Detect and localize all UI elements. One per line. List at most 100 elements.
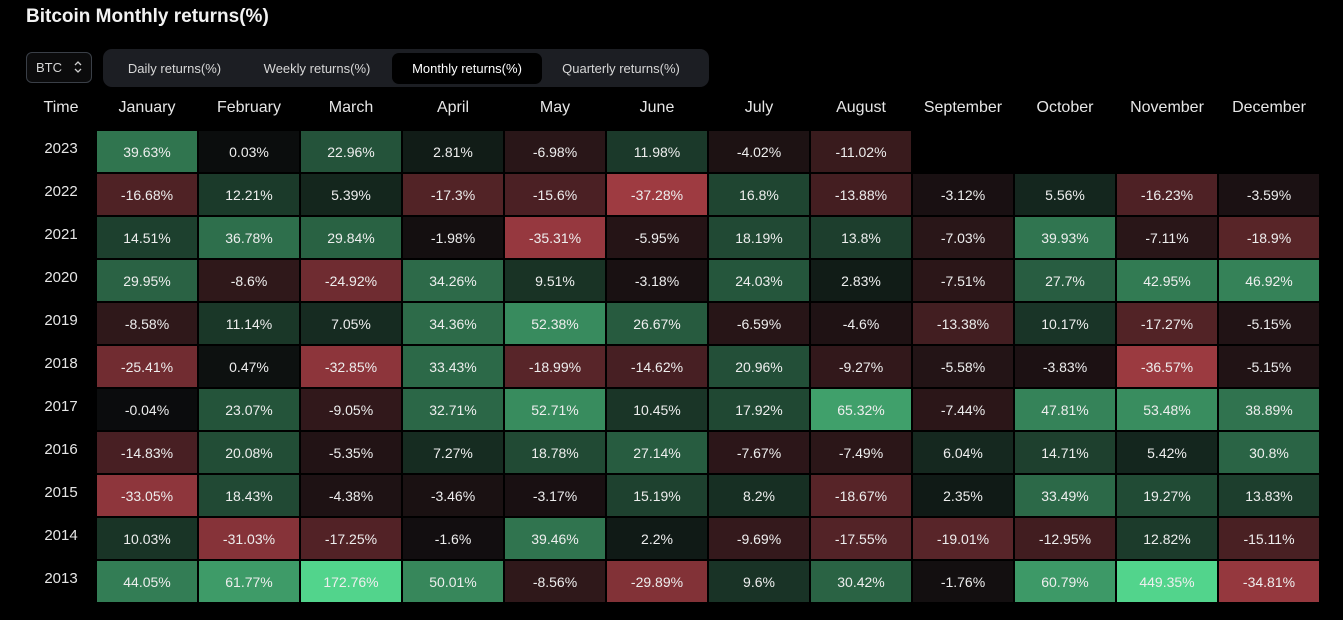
heatmap-cell[interactable]: 0.47% xyxy=(199,346,299,387)
heatmap-cell[interactable]: 11.98% xyxy=(607,131,707,172)
heatmap-cell[interactable]: -16.23% xyxy=(1117,174,1217,215)
heatmap-cell[interactable]: 10.17% xyxy=(1015,303,1115,344)
heatmap-cell[interactable]: -7.03% xyxy=(913,217,1013,258)
heatmap-cell[interactable]: -3.46% xyxy=(403,475,503,516)
heatmap-cell[interactable]: 27.14% xyxy=(607,432,707,473)
asset-select[interactable]: BTC xyxy=(26,52,92,83)
heatmap-cell[interactable]: 30.42% xyxy=(811,561,911,602)
heatmap-cell[interactable]: 15.19% xyxy=(607,475,707,516)
heatmap-cell[interactable]: -7.51% xyxy=(913,260,1013,301)
heatmap-cell[interactable]: 39.63% xyxy=(97,131,197,172)
heatmap-cell[interactable]: -18.9% xyxy=(1219,217,1319,258)
heatmap-cell[interactable]: 18.43% xyxy=(199,475,299,516)
heatmap-cell[interactable]: 14.51% xyxy=(97,217,197,258)
heatmap-cell[interactable]: 42.95% xyxy=(1117,260,1217,301)
heatmap-cell[interactable]: 46.92% xyxy=(1219,260,1319,301)
heatmap-cell[interactable]: -16.68% xyxy=(97,174,197,215)
heatmap-cell[interactable]: 10.45% xyxy=(607,389,707,430)
heatmap-cell[interactable]: -17.27% xyxy=(1117,303,1217,344)
heatmap-cell[interactable]: 19.27% xyxy=(1117,475,1217,516)
heatmap-cell[interactable]: -0.04% xyxy=(97,389,197,430)
heatmap-cell[interactable]: -18.67% xyxy=(811,475,911,516)
heatmap-cell[interactable]: -7.44% xyxy=(913,389,1013,430)
heatmap-cell[interactable]: -5.95% xyxy=(607,217,707,258)
heatmap-cell[interactable]: -17.3% xyxy=(403,174,503,215)
heatmap-cell[interactable]: 34.36% xyxy=(403,303,503,344)
heatmap-cell[interactable]: -25.41% xyxy=(97,346,197,387)
heatmap-cell[interactable]: 12.82% xyxy=(1117,518,1217,559)
heatmap-cell[interactable]: 2.35% xyxy=(913,475,1013,516)
heatmap-cell[interactable]: -6.98% xyxy=(505,131,605,172)
heatmap-cell[interactable]: 33.43% xyxy=(403,346,503,387)
heatmap-cell[interactable]: -4.38% xyxy=(301,475,401,516)
heatmap-cell[interactable]: -17.55% xyxy=(811,518,911,559)
heatmap-cell[interactable]: 53.48% xyxy=(1117,389,1217,430)
heatmap-cell[interactable]: 50.01% xyxy=(403,561,503,602)
heatmap-cell[interactable]: -9.05% xyxy=(301,389,401,430)
heatmap-cell[interactable]: 8.2% xyxy=(709,475,809,516)
heatmap-cell[interactable]: 18.78% xyxy=(505,432,605,473)
heatmap-cell[interactable]: -15.11% xyxy=(1219,518,1319,559)
heatmap-cell[interactable]: 11.14% xyxy=(199,303,299,344)
heatmap-cell[interactable]: 9.6% xyxy=(709,561,809,602)
heatmap-cell[interactable]: 5.39% xyxy=(301,174,401,215)
tab-monthly-returns[interactable]: Monthly returns(%) xyxy=(392,52,542,84)
heatmap-cell[interactable]: 2.83% xyxy=(811,260,911,301)
heatmap-cell[interactable]: -12.95% xyxy=(1015,518,1115,559)
heatmap-cell[interactable]: -7.11% xyxy=(1117,217,1217,258)
heatmap-cell[interactable]: -1.76% xyxy=(913,561,1013,602)
heatmap-cell[interactable]: 6.04% xyxy=(913,432,1013,473)
heatmap-cell[interactable]: -24.92% xyxy=(301,260,401,301)
heatmap-cell[interactable]: 24.03% xyxy=(709,260,809,301)
heatmap-cell[interactable]: -3.18% xyxy=(607,260,707,301)
heatmap-cell[interactable]: 44.05% xyxy=(97,561,197,602)
heatmap-cell[interactable]: 29.95% xyxy=(97,260,197,301)
heatmap-cell[interactable]: 17.92% xyxy=(709,389,809,430)
heatmap-cell[interactable]: 20.08% xyxy=(199,432,299,473)
heatmap-cell[interactable]: 2.81% xyxy=(403,131,503,172)
heatmap-cell[interactable]: -6.59% xyxy=(709,303,809,344)
heatmap-cell[interactable]: 0.03% xyxy=(199,131,299,172)
heatmap-cell[interactable]: -5.35% xyxy=(301,432,401,473)
heatmap-cell[interactable]: -14.83% xyxy=(97,432,197,473)
heatmap-cell[interactable]: -7.49% xyxy=(811,432,911,473)
heatmap-cell[interactable]: -3.17% xyxy=(505,475,605,516)
heatmap-cell[interactable]: 172.76% xyxy=(301,561,401,602)
heatmap-cell[interactable]: 39.46% xyxy=(505,518,605,559)
heatmap-cell[interactable]: -15.6% xyxy=(505,174,605,215)
heatmap-cell[interactable]: -5.15% xyxy=(1219,346,1319,387)
heatmap-cell[interactable]: 27.7% xyxy=(1015,260,1115,301)
heatmap-cell[interactable]: 32.71% xyxy=(403,389,503,430)
heatmap-cell[interactable]: -34.81% xyxy=(1219,561,1319,602)
heatmap-cell[interactable]: -33.05% xyxy=(97,475,197,516)
heatmap-cell[interactable]: 30.8% xyxy=(1219,432,1319,473)
heatmap-cell[interactable]: -1.98% xyxy=(403,217,503,258)
heatmap-cell[interactable]: -3.59% xyxy=(1219,174,1319,215)
heatmap-cell[interactable]: 14.71% xyxy=(1015,432,1115,473)
heatmap-cell[interactable]: -31.03% xyxy=(199,518,299,559)
heatmap-cell[interactable]: 23.07% xyxy=(199,389,299,430)
heatmap-cell[interactable]: 9.51% xyxy=(505,260,605,301)
heatmap-cell[interactable]: -5.58% xyxy=(913,346,1013,387)
heatmap-cell[interactable]: 29.84% xyxy=(301,217,401,258)
heatmap-cell[interactable]: 2.2% xyxy=(607,518,707,559)
heatmap-cell[interactable]: -8.56% xyxy=(505,561,605,602)
heatmap-cell[interactable]: 36.78% xyxy=(199,217,299,258)
heatmap-cell[interactable]: -8.6% xyxy=(199,260,299,301)
heatmap-cell[interactable]: -8.58% xyxy=(97,303,197,344)
heatmap-cell[interactable]: 34.26% xyxy=(403,260,503,301)
heatmap-cell[interactable]: 22.96% xyxy=(301,131,401,172)
heatmap-cell[interactable]: 39.93% xyxy=(1015,217,1115,258)
heatmap-cell[interactable]: 20.96% xyxy=(709,346,809,387)
heatmap-cell[interactable]: 38.89% xyxy=(1219,389,1319,430)
heatmap-cell[interactable]: -29.89% xyxy=(607,561,707,602)
heatmap-cell[interactable]: 7.27% xyxy=(403,432,503,473)
heatmap-cell[interactable]: -1.6% xyxy=(403,518,503,559)
heatmap-cell[interactable]: 61.77% xyxy=(199,561,299,602)
heatmap-cell[interactable]: -19.01% xyxy=(913,518,1013,559)
heatmap-cell[interactable]: -9.69% xyxy=(709,518,809,559)
heatmap-cell[interactable]: 7.05% xyxy=(301,303,401,344)
heatmap-cell[interactable]: -13.38% xyxy=(913,303,1013,344)
heatmap-cell[interactable]: -14.62% xyxy=(607,346,707,387)
heatmap-cell[interactable]: 33.49% xyxy=(1015,475,1115,516)
